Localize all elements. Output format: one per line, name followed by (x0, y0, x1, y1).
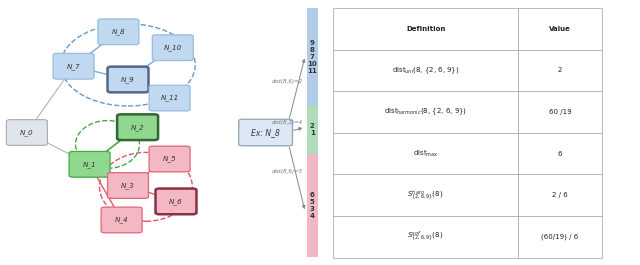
Text: N_10: N_10 (164, 44, 182, 51)
Text: $S^{sof}_{\{2,6,9\}}$(8): $S^{sof}_{\{2,6,9\}}$(8) (408, 230, 444, 244)
Bar (518, 91, 602, 133)
Text: N_8: N_8 (111, 28, 125, 35)
Bar (333, 50, 518, 91)
FancyBboxPatch shape (108, 173, 148, 198)
Text: dist$_{uni}$(8, {2, 6, 9}): dist$_{uni}$(8, {2, 6, 9}) (392, 65, 460, 76)
Bar (518, 216, 602, 258)
Text: dist(8,6)=5: dist(8,6)=5 (272, 169, 303, 174)
Bar (307, 154, 318, 257)
Text: N_7: N_7 (67, 63, 81, 70)
Text: $S^{haro}_{\{2,6,9\}}$(8): $S^{haro}_{\{2,6,9\}}$(8) (408, 188, 444, 202)
Bar (307, 106, 318, 154)
Text: N_4: N_4 (115, 217, 129, 223)
Text: N_9: N_9 (121, 76, 135, 83)
Bar (307, 8, 318, 106)
Bar (333, 8, 518, 50)
Text: 60 /19: 60 /19 (548, 109, 572, 115)
Bar (333, 133, 518, 174)
Text: 2 / 6: 2 / 6 (552, 192, 568, 198)
Text: N_5: N_5 (163, 156, 177, 162)
FancyBboxPatch shape (6, 120, 47, 145)
FancyBboxPatch shape (53, 54, 94, 79)
Bar (518, 50, 602, 91)
FancyBboxPatch shape (98, 19, 139, 45)
FancyBboxPatch shape (117, 114, 158, 140)
Text: N_2: N_2 (131, 124, 145, 131)
Text: N_11: N_11 (161, 95, 179, 101)
Text: Ex: N_8: Ex: N_8 (251, 128, 280, 137)
Text: Value: Value (549, 26, 571, 32)
FancyBboxPatch shape (152, 35, 193, 61)
Bar (518, 174, 602, 216)
Bar (333, 174, 518, 216)
Bar (333, 216, 518, 258)
FancyBboxPatch shape (69, 152, 110, 177)
FancyBboxPatch shape (108, 67, 148, 92)
Text: N_1: N_1 (83, 161, 97, 168)
Text: dist$_{harmonic}$(8, {2, 6, 9}): dist$_{harmonic}$(8, {2, 6, 9}) (384, 107, 467, 117)
FancyBboxPatch shape (149, 146, 190, 172)
FancyBboxPatch shape (101, 207, 142, 233)
Text: 2: 2 (558, 67, 562, 73)
Text: Definition: Definition (406, 26, 445, 32)
FancyBboxPatch shape (239, 119, 292, 146)
Text: (60/19) / 6: (60/19) / 6 (541, 233, 579, 240)
Text: dist(8,2)=4: dist(8,2)=4 (272, 121, 303, 125)
Text: N_3: N_3 (121, 182, 135, 189)
Text: dist(8,6)=2: dist(8,6)=2 (272, 79, 303, 84)
Text: N_6: N_6 (169, 198, 183, 205)
FancyBboxPatch shape (156, 189, 196, 214)
Text: 6: 6 (557, 151, 563, 157)
Bar (333, 91, 518, 133)
Text: 6
5
3
4: 6 5 3 4 (310, 192, 315, 219)
Text: N_0: N_0 (20, 129, 34, 136)
Bar (518, 133, 602, 174)
Bar (518, 8, 602, 50)
Text: dist$_{max}$: dist$_{max}$ (413, 148, 438, 159)
FancyBboxPatch shape (149, 85, 190, 111)
Text: 9
8
7
10
11: 9 8 7 10 11 (307, 40, 317, 74)
Text: 2
1: 2 1 (310, 123, 315, 136)
